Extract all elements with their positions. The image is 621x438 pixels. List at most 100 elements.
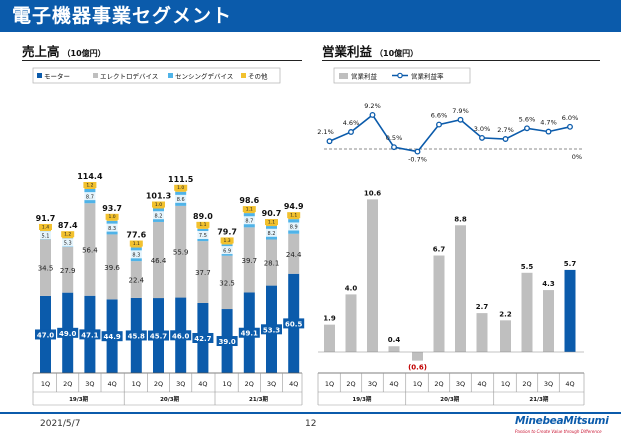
sales-label-electro-1: 27.9	[60, 267, 76, 275]
legend-label-3: その他	[248, 72, 268, 81]
sales-label-bg-other-2	[83, 181, 97, 188]
rate-point-2	[369, 112, 376, 118]
sales-label-electro-11: 24.4	[286, 251, 302, 259]
legend-swatch-1	[93, 73, 98, 78]
sales-label-sensing-2: 8.7	[86, 194, 94, 200]
sales-bar-electro-7	[197, 241, 209, 303]
profit-tick-9: 2Q	[522, 380, 531, 388]
sales-label-other-7: 1.1	[199, 222, 206, 228]
sales-bar-other-11	[288, 217, 300, 220]
sales-label-sensing-1: 5.3	[64, 241, 72, 247]
profit-bar-10	[543, 290, 554, 352]
sales-bar-electro-4	[130, 261, 142, 298]
legend-swatch-2	[168, 73, 173, 78]
sales-label-bg-other-8	[220, 237, 234, 244]
sales-bar-other-2	[84, 187, 96, 189]
sales-bar-electro-1	[62, 246, 74, 293]
profit-title: 営業利益	[322, 44, 373, 59]
legend-swatch-3	[241, 73, 246, 78]
sales-label-bg-sensing-9	[242, 216, 257, 225]
sales-label-electro-4: 22.4	[129, 277, 145, 285]
profit-label-9: 5.5	[521, 263, 534, 271]
sales-label-other-11: 1.1	[290, 213, 297, 219]
sales-label-electro-7: 37.7	[195, 269, 211, 277]
sales-label-bg-sensing-7	[195, 230, 210, 239]
logo-text: MinebeaMitsumi	[515, 415, 609, 427]
sales-title-underline	[22, 60, 302, 61]
company-logo: MinebeaMitsumi Passion to Create Value t…	[515, 415, 621, 438]
sales-total-10: 90.7	[262, 209, 282, 218]
profit-tick-11: 4Q	[565, 380, 574, 388]
sales-label-electro-10: 28.1	[264, 260, 280, 268]
sales-tick-8: 1Q	[222, 380, 231, 388]
profit-bar-5	[433, 255, 445, 352]
rate-point-10	[545, 128, 552, 135]
profit-tick-2: 3Q	[368, 380, 377, 388]
profit-label-6: 8.8	[454, 215, 467, 223]
sales-label-bg-sensing-2	[82, 192, 97, 201]
sales-label-sensing-7: 7.5	[199, 233, 207, 239]
rate-label-0: 2.1%	[317, 128, 334, 136]
rate-point-1	[348, 129, 354, 135]
rate-label-11: 6.0%	[562, 114, 579, 122]
sales-label-sensing-9: 8.7	[245, 218, 253, 224]
sales-bar-electro-3	[106, 234, 118, 300]
sales-label-motor-8: 39.0	[218, 338, 235, 346]
sales-label-electro-3: 39.6	[104, 264, 120, 272]
sales-label-bg-sensing-0	[38, 231, 53, 240]
profit-bar-1	[345, 294, 357, 352]
sales-label-electro-6: 55.9	[173, 249, 189, 257]
sales-bar-other-9	[243, 211, 255, 214]
rate-label-5: 6.6%	[431, 112, 448, 120]
profit-legend: 営業利益 営業利益率	[333, 67, 471, 84]
sales-label-sensing-4: 8.3	[132, 253, 140, 259]
profit-label-0: 1.9	[323, 315, 336, 323]
sales-label-bg-motor-3	[101, 331, 123, 342]
sales-label-bg-motor-4	[125, 330, 147, 341]
sales-label-motor-4: 45.8	[128, 332, 145, 340]
sales-section-title: 売上高 （10億円）	[22, 41, 106, 60]
legend-swatch-0	[37, 73, 42, 78]
sales-label-sensing-0: 5.1	[42, 233, 50, 239]
rate-point-11	[567, 123, 573, 130]
page-title: 電子機器事業セグメント	[12, 5, 233, 27]
profit-label-3: 0.4	[388, 336, 401, 344]
sales-label-bg-motor-8	[216, 336, 238, 347]
sales-label-electro-2: 56.4	[82, 247, 98, 255]
rate-label-7: 3.0%	[474, 125, 491, 133]
sales-label-bg-sensing-6	[173, 194, 188, 203]
profit-label-4: (0.6)	[408, 364, 427, 372]
sales-tick-1: 2Q	[63, 380, 72, 388]
sales-label-other-2: 1.2	[86, 182, 93, 188]
legend-label-2: センシングデバイス	[175, 72, 233, 81]
sales-label-sensing-10: 8.2	[268, 231, 276, 237]
operating-profit-chart: 1.9 4.0 10.6 0.4 (0.6) 6.7 8.8 2.7 2.2 5.5 4.3 5.7 1…	[317, 189, 585, 406]
sales-total-6: 111.5	[168, 175, 194, 184]
sales-label-sensing-8: 6.9	[223, 248, 231, 254]
sales-label-bg-motor-11	[283, 318, 305, 329]
sales-label-sensing-5: 8.2	[155, 213, 163, 219]
rate-point-5	[436, 121, 442, 128]
rate-label-10: 4.7%	[540, 119, 557, 127]
profit-title-underline	[322, 60, 600, 61]
sales-label-bg-other-11	[287, 212, 301, 219]
sales-unit: （10億円）	[62, 49, 106, 58]
sales-tick-6: 3Q	[176, 380, 185, 388]
sales-bar-other-6	[175, 190, 187, 192]
logo-tagline: Passion to Create Value through Differen…	[515, 429, 602, 434]
profit-bar-4	[412, 352, 423, 361]
profit-tick-10: 3Q	[544, 380, 553, 388]
sales-bar-electro-2	[84, 203, 96, 296]
sales-label-bg-motor-1	[57, 327, 79, 338]
rate-legend-label: 営業利益率	[411, 72, 444, 81]
profit-bar-8	[500, 320, 511, 352]
sales-total-1: 87.4	[58, 221, 78, 230]
rate-label-3: 0.5%	[386, 134, 403, 142]
rate-line	[329, 113, 571, 153]
profit-label-2: 10.6	[364, 189, 381, 197]
sales-label-bg-motor-5	[148, 330, 169, 341]
sales-label-motor-7: 42.7	[194, 335, 211, 343]
sales-tick-11: 4Q	[289, 380, 298, 388]
profit-tick-4: 1Q	[413, 380, 422, 388]
profit-bar-7	[476, 313, 488, 352]
